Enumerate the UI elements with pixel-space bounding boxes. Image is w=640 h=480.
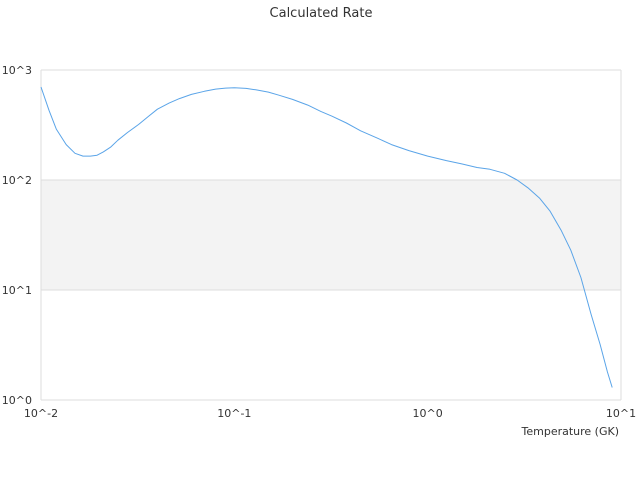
series-line xyxy=(40,86,613,388)
x-tick-label: 10^-2 xyxy=(24,407,58,420)
x-tick-label: 10^0 xyxy=(413,407,443,420)
plot-area xyxy=(40,69,622,401)
chart-title: Calculated Rate xyxy=(270,6,373,21)
y-tick-label: 10^0 xyxy=(2,394,32,407)
x-tick-label: 10^1 xyxy=(606,407,636,420)
x-axis-ticks: 10^-2 10^-1 10^0 10^1 xyxy=(24,407,636,420)
grid-band xyxy=(41,180,621,290)
y-tick-label: 10^3 xyxy=(2,64,32,77)
x-tick-label: 10^-1 xyxy=(217,407,251,420)
y-tick-label: 10^2 xyxy=(2,174,32,187)
y-axis-ticks: 10^0 10^1 10^2 10^3 xyxy=(2,64,32,407)
y-tick-label: 10^1 xyxy=(2,284,32,297)
x-axis-label: Temperature (GK) xyxy=(521,425,620,438)
